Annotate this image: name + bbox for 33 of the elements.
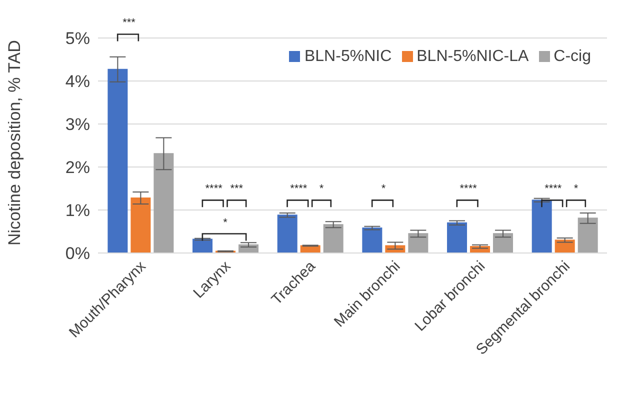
annotation: *: [222, 216, 228, 229]
bar: [192, 238, 213, 253]
bar: [108, 68, 128, 253]
annotation: ****: [205, 183, 222, 196]
y-tick-label: 5%: [65, 29, 90, 48]
bar: [532, 200, 552, 253]
bar: [408, 233, 428, 253]
bar: [323, 224, 344, 253]
bar: [447, 222, 468, 253]
bar: [277, 214, 298, 253]
y-tick-label: 1%: [65, 201, 90, 220]
bar: [493, 233, 514, 253]
annotation: *: [380, 183, 387, 196]
annotation: ****: [458, 183, 478, 196]
bar: [130, 197, 151, 253]
annotation: ****: [290, 183, 308, 196]
legend-label: BLN-5%NIC: [304, 48, 392, 65]
y-tick-label: 4%: [65, 72, 90, 92]
annotation: *: [319, 183, 324, 196]
y-tick-label: 0%: [65, 244, 90, 264]
legend-label: C-cig: [554, 48, 591, 65]
bar: [154, 153, 174, 253]
text: ***: [122, 17, 136, 30]
y-tick-label: 2%: [65, 158, 90, 178]
legend-label: BLN-5%NIC-LA: [416, 48, 529, 65]
bar: [362, 228, 382, 253]
annotation: *: [574, 183, 578, 196]
y-axis-title: Nicotine deposition, % TAD: [5, 40, 24, 246]
annotation: ****: [544, 183, 562, 196]
annotation: ***: [230, 183, 244, 196]
y-tick-label: 3%: [65, 115, 90, 134]
bar: [578, 218, 598, 253]
bar: [554, 240, 575, 253]
